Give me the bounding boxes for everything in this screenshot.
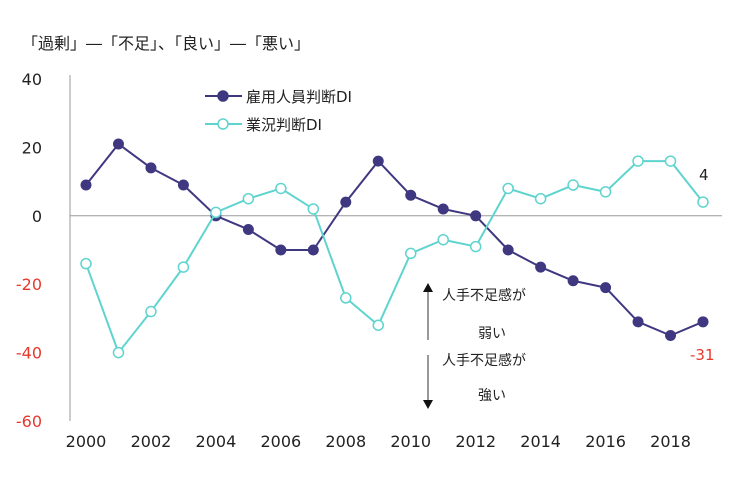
data-point — [307, 244, 319, 256]
data-point — [600, 282, 612, 294]
business-last-value-label: 4 — [699, 166, 709, 184]
data-point — [664, 155, 677, 167]
y-tick-label: 40 — [22, 70, 42, 89]
y-tick-label: 0 — [32, 207, 42, 226]
y-tick-label: -40 — [16, 344, 42, 363]
data-point — [502, 244, 514, 256]
data-point — [437, 203, 449, 215]
data-point — [697, 316, 709, 328]
data-point — [632, 316, 644, 328]
data-point — [535, 261, 547, 273]
annotation-down-line2: 強い — [478, 388, 506, 404]
data-point — [437, 233, 449, 246]
x-tick-label: 2004 — [196, 432, 237, 451]
annotation-up-line1: 人手不足感が — [442, 287, 526, 304]
data-point — [405, 189, 417, 201]
legend: 雇用人員判断DI 業況判断DI — [205, 88, 352, 134]
y-tick-label: -60 — [16, 412, 42, 431]
data-point — [599, 186, 612, 198]
data-point — [632, 155, 644, 167]
data-point — [275, 182, 287, 195]
data-point — [567, 275, 579, 287]
data-point — [502, 182, 514, 195]
axes: 40 20 0 -20 -40 -60 2000 2002 2004 2006 2008 2010 20… — [16, 70, 722, 451]
x-tick-label: 2012 — [455, 432, 496, 451]
x-tick-label: 2018 — [650, 432, 691, 451]
legend-marker — [217, 90, 229, 102]
data-point — [112, 138, 124, 150]
series-layer — [80, 138, 709, 359]
data-point — [470, 210, 482, 222]
series-line — [85, 142, 704, 337]
data-point — [210, 206, 222, 219]
data-point — [177, 179, 189, 191]
data-point — [145, 305, 157, 318]
y-tick-label: -20 — [16, 275, 42, 294]
data-point — [404, 247, 417, 260]
data-point — [112, 346, 125, 359]
x-tick-label: 2010 — [390, 432, 431, 451]
legend-marker — [217, 118, 229, 130]
data-point — [242, 223, 254, 235]
data-point — [665, 330, 677, 341]
data-point — [697, 196, 709, 208]
data-point — [567, 179, 579, 191]
data-point — [534, 192, 547, 205]
data-point — [307, 203, 320, 215]
chart-subtitle: 「過剰」―「不足」、「良い」―「悪い」 — [22, 34, 311, 53]
x-tick-label: 2002 — [131, 432, 172, 451]
data-point — [340, 196, 352, 208]
arrow-up-head — [423, 283, 433, 292]
data-point — [340, 292, 352, 304]
x-tick-label: 2016 — [585, 432, 626, 451]
annotation-down-line1: 人手不足感が — [442, 352, 526, 369]
annotation-up-line2: 弱い — [478, 326, 506, 342]
data-point — [177, 261, 190, 273]
y-tick-label: 20 — [22, 138, 42, 157]
x-tick-label: 2008 — [325, 432, 366, 451]
arrow-down-head — [423, 400, 433, 409]
x-tick-label: 2014 — [520, 432, 561, 451]
annotation-layer: 人手不足感が 弱い 人手不足感が 強い -31 4 — [423, 166, 715, 409]
data-point — [145, 162, 157, 174]
series-1 — [80, 155, 709, 359]
data-point — [275, 244, 287, 256]
legend-label: 業況判断DI — [246, 116, 322, 134]
data-point — [242, 192, 255, 205]
x-tick-label: 2006 — [260, 432, 301, 451]
series-0 — [80, 138, 709, 341]
employment-last-value-label: -31 — [690, 346, 715, 364]
data-point — [372, 155, 384, 167]
data-point — [372, 319, 385, 331]
data-point — [469, 240, 482, 253]
data-point — [80, 179, 92, 191]
data-point — [80, 257, 92, 270]
legend-label: 雇用人員判断DI — [246, 88, 352, 106]
x-tick-label: 2000 — [66, 432, 107, 451]
